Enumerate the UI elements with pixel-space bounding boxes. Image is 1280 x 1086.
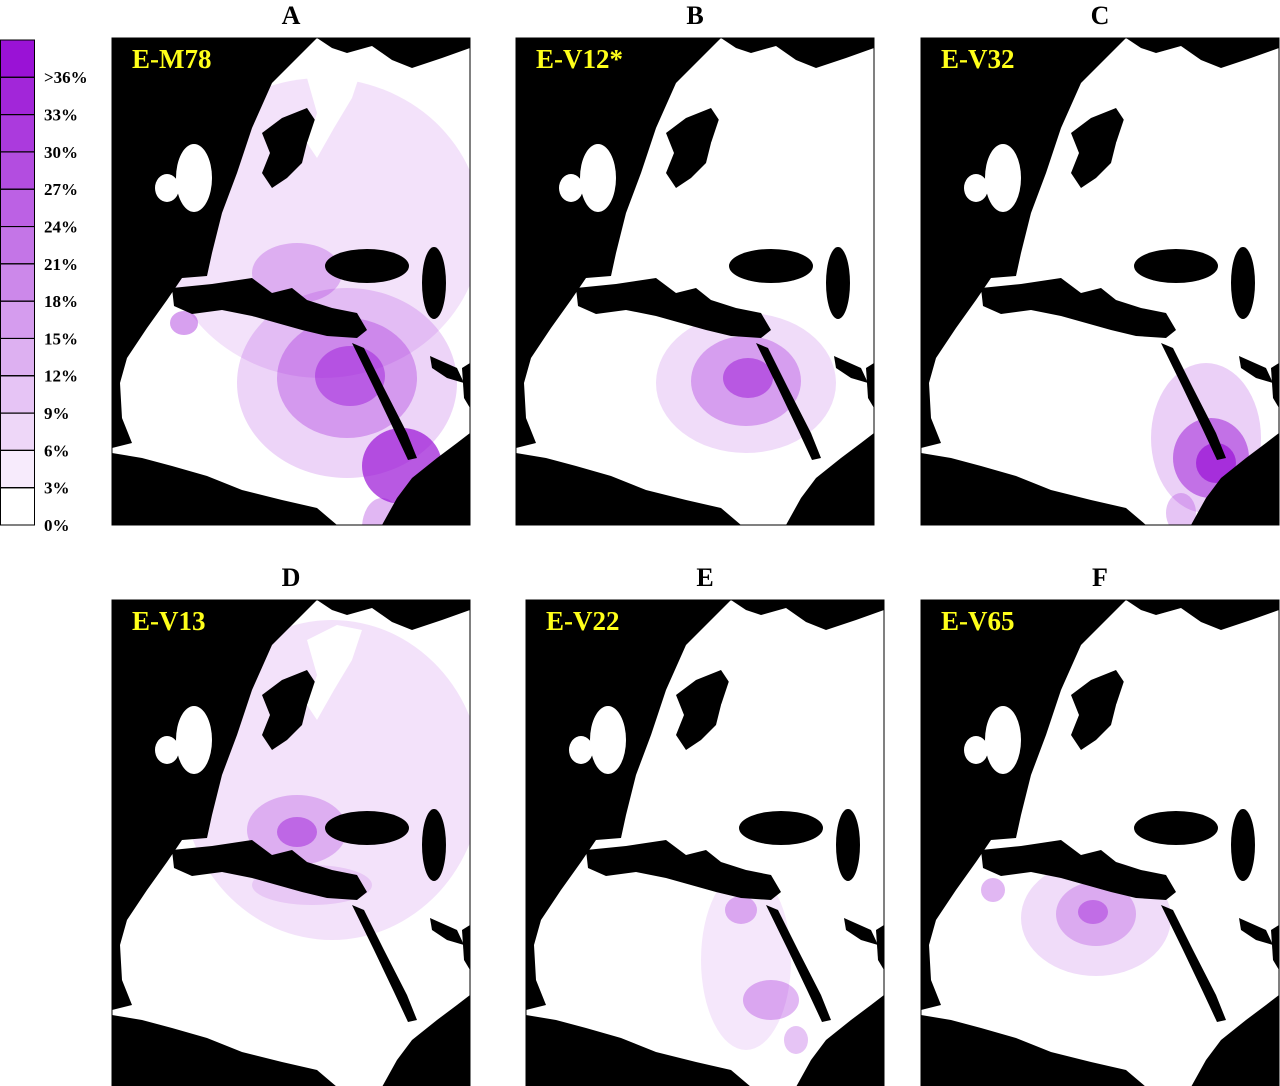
haplogroup-label: E-V13 [132,606,206,636]
frequency-contour [723,358,773,398]
frequency-contour [784,1026,808,1054]
legend-swatch [0,487,35,526]
legend-swatch [0,375,35,414]
frequency-contour [247,795,347,865]
panel-letter: C [1091,1,1110,30]
legend-swatch [0,337,35,377]
panel-letter: E [696,563,713,592]
legend-label: 9% [44,404,70,423]
legend-label: 30% [44,143,78,162]
legend-label: 15% [44,329,78,348]
legend-swatch [0,263,35,302]
legend-label: 3% [44,479,70,498]
panel-letter: D [282,563,301,592]
haplogroup-label: E-V32 [941,44,1015,74]
haplogroup-label: E-V12* [536,44,623,74]
legend-swatch [0,300,35,339]
map-panel: D E-V13 [111,563,471,1086]
panel-letter: F [1092,563,1108,592]
legend-swatch [0,76,35,116]
legend-label: >36% [44,68,88,87]
legend-swatch [0,226,35,265]
panel-letter: B [686,1,703,30]
frequency-contour [252,243,342,303]
frequency-contour [1166,493,1196,525]
legend-swatch [0,151,35,190]
frequency-contour [981,878,1005,902]
legend-label: 12% [44,367,78,386]
legend-label: 27% [44,180,78,199]
map-panel: C E-V32 [920,1,1280,526]
frequency-contour [277,817,317,847]
legend-label: 18% [44,292,78,311]
map-panel: E E-V22 [525,563,885,1086]
haplogroup-label: E-V65 [941,606,1015,636]
haplogroup-label: E-V22 [546,606,620,636]
frequency-contour [725,896,757,924]
frequency-contour [1196,443,1236,483]
frequency-contour [277,318,417,438]
legend: >36% 33% 30% 27% 24% 21% 18% 15% 12% 9% 6% 3% 0% [0,39,88,535]
legend-label: 24% [44,217,78,236]
frequency-contour [1056,882,1136,946]
frequency-contour [170,311,198,335]
haplogroup-label: E-M78 [132,44,211,74]
legend-swatch [0,412,35,451]
map-panel: B E-V12* [515,1,875,526]
map-panel: F E-V65 [920,563,1280,1086]
legend-label: 6% [44,441,70,460]
panel-letter: A [282,1,301,30]
legend-swatch [0,114,35,153]
legend-label: 0% [44,516,70,535]
legend-swatch [0,449,35,489]
frequency-contour [743,980,799,1020]
map-panel: A E-M78 [111,1,471,526]
legend-label: 33% [44,106,78,125]
legend-label: 21% [44,255,78,274]
frequency-contour [701,870,791,1050]
frequency-contour [1078,900,1108,924]
legend-swatch [0,39,35,78]
legend-swatch [0,188,35,228]
